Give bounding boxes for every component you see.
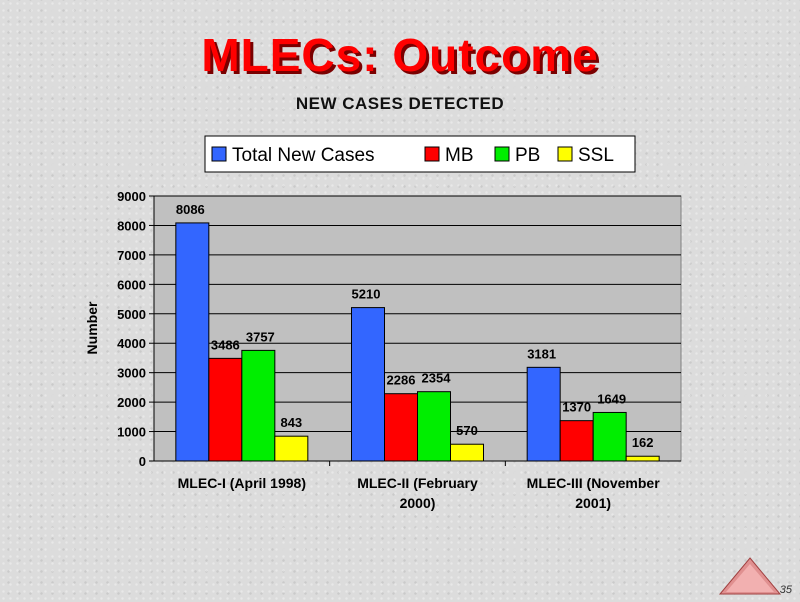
y-tick-label: 5000 (117, 307, 146, 322)
plot-area: 0 1000 2000 3000 4000 5000 6000 7000 8000 9000 Num… (84, 189, 682, 511)
data-label: 162 (632, 435, 654, 450)
legend-swatch (557, 146, 573, 162)
bar (559, 420, 594, 462)
legend-swatch (494, 146, 510, 162)
x-tick-label: 2000) (400, 495, 436, 511)
legend-swatch (424, 146, 440, 162)
bar (351, 307, 385, 462)
legend-label: MB (445, 145, 474, 166)
bar (175, 222, 210, 462)
bar (417, 391, 451, 462)
legend-swatch (211, 146, 227, 162)
x-tick-label: MLEC-II (February (357, 475, 478, 491)
y-tick-label: 6000 (117, 277, 146, 292)
legend-label: Total New Cases (232, 145, 375, 166)
chart-legend: Total New Cases MB PB SSL (204, 135, 636, 173)
data-label: 570 (456, 423, 478, 438)
y-tick-label: 4000 (117, 336, 146, 351)
y-tick-label: 2000 (117, 395, 146, 410)
y-axis-label: Number (84, 301, 100, 354)
data-label: 3486 (211, 337, 240, 352)
chart-subtitle: NEW CASES DETECTED (295, 94, 505, 113)
bar (526, 366, 561, 462)
data-label: 843 (280, 415, 302, 430)
y-tick-label: 0 (139, 454, 146, 469)
legend-label: SSL (578, 145, 614, 166)
bar (450, 443, 484, 462)
data-label: 2354 (422, 371, 452, 386)
bar (274, 435, 309, 462)
data-label: 3757 (246, 329, 275, 344)
x-tick-label: MLEC-I (April 1998) (178, 475, 306, 491)
bar (384, 393, 418, 462)
y-tick-label: 9000 (117, 189, 146, 204)
y-tick-label: 1000 (117, 425, 146, 440)
data-label: 1649 (597, 391, 626, 406)
bar (208, 357, 243, 462)
page-number: 35 (779, 584, 792, 596)
x-tick-label: MLEC-III (November (527, 475, 661, 491)
bar (592, 411, 627, 462)
x-tick-label: 2001) (575, 495, 611, 511)
y-tick-label: 7000 (117, 248, 146, 263)
legend-label: PB (515, 145, 540, 166)
slide-title: MLECs: Outcome (201, 29, 599, 81)
data-label: 1370 (562, 400, 591, 415)
y-tick-label: 3000 (117, 366, 146, 381)
data-label: 2286 (387, 373, 416, 388)
data-label: 3181 (527, 346, 556, 361)
data-label: 5210 (352, 287, 381, 302)
next-slide-triangle-icon[interactable] (718, 556, 782, 596)
bar (241, 349, 276, 462)
y-tick-label: 8000 (117, 218, 146, 233)
data-label: 8086 (176, 202, 205, 217)
bar (625, 455, 660, 462)
